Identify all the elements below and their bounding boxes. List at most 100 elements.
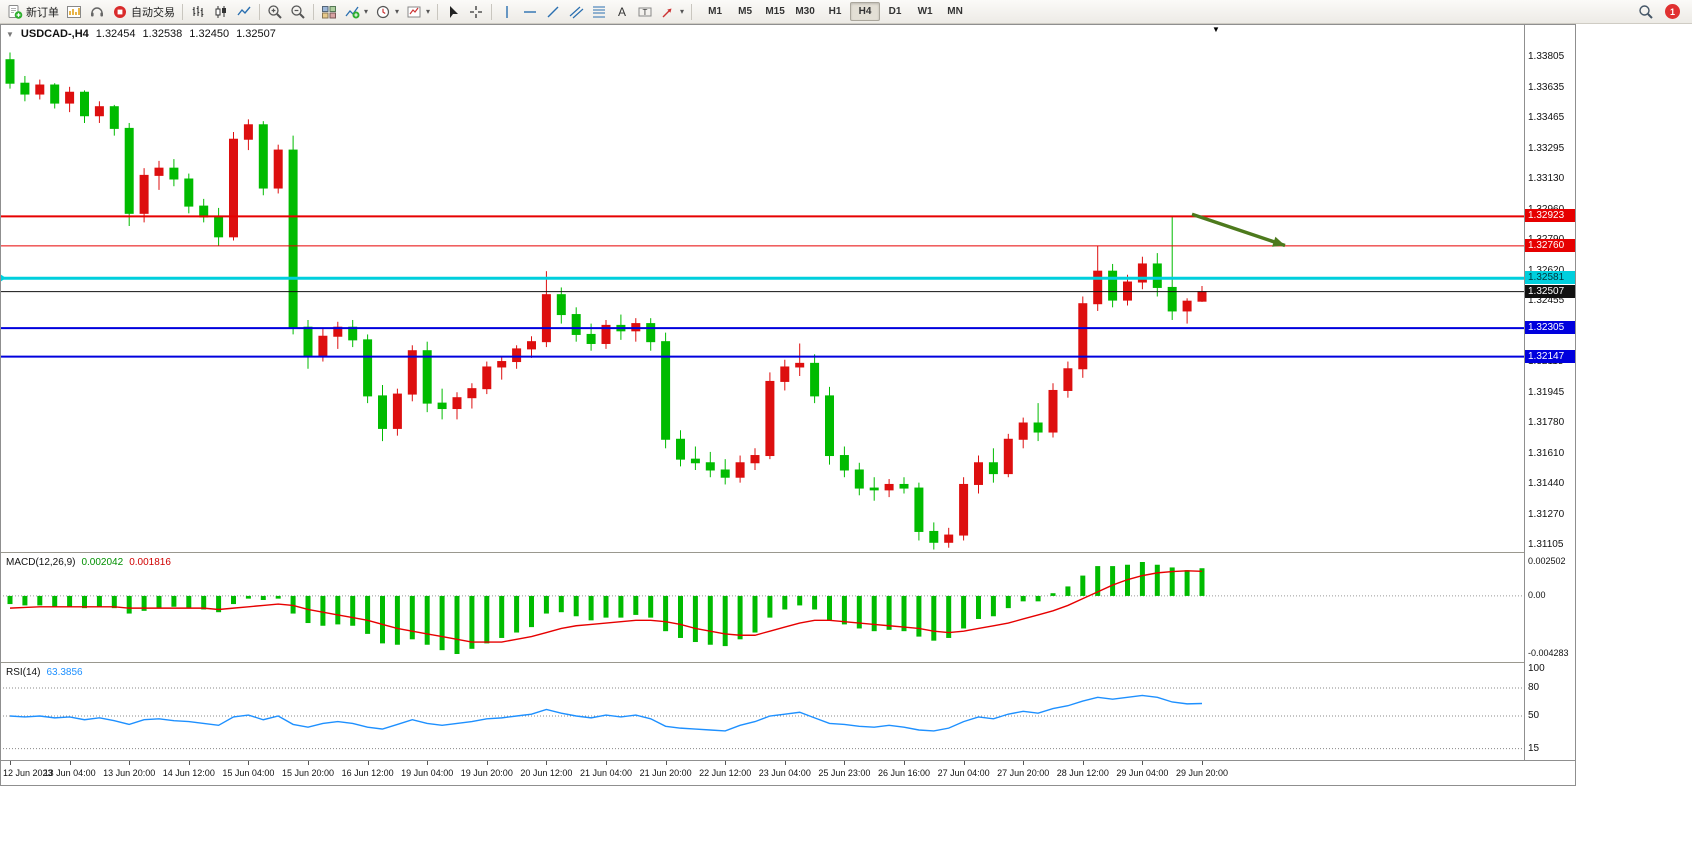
candle: [1137, 263, 1147, 283]
support-button[interactable]: [86, 2, 108, 22]
new-chart-button[interactable]: [63, 2, 85, 22]
macd-histogram-bar: [856, 595, 862, 629]
candle: [35, 84, 45, 95]
macd-histogram-bar: [52, 595, 58, 607]
macd-histogram-bar: [916, 595, 922, 637]
search-button[interactable]: [1635, 2, 1657, 22]
arrows-tool-button[interactable]: ▾: [657, 2, 687, 22]
candle: [5, 59, 15, 84]
candlestick-mode-button[interactable]: [210, 2, 232, 22]
time-label: 20 Jun 12:00: [520, 768, 573, 778]
crosshair-tool-button[interactable]: [465, 2, 487, 22]
time-tick: [10, 761, 11, 765]
toolbar-separator: [182, 3, 183, 20]
candle: [839, 455, 849, 471]
timeframe-button-w1[interactable]: W1: [917, 6, 933, 17]
price-scale[interactable]: 1.33805 1.33635 1.33465 1.33295 1.33130 1.329…: [1524, 24, 1576, 786]
price-tick: 1.33635: [1528, 81, 1565, 93]
time-label: 26 Jun 16:00: [877, 768, 931, 778]
macd-histogram-bar: [827, 595, 832, 621]
candle: [50, 84, 60, 104]
timeframe-button-h4[interactable]: H4: [850, 2, 881, 21]
channel-tool-button[interactable]: [565, 2, 587, 22]
candle: [1063, 368, 1073, 391]
macd-histogram-bar: [782, 595, 788, 610]
rsi-pane[interactable]: [0, 664, 1524, 760]
autotrading-button[interactable]: 自动交易: [109, 2, 178, 22]
fibonacci-tool-button[interactable]: [588, 2, 610, 22]
timeframe-button-m30[interactable]: M30: [795, 6, 815, 17]
text-label-tool-button[interactable]: T: [634, 2, 656, 22]
main-price-pane[interactable]: [0, 24, 1524, 552]
macd-histogram-bar: [1080, 575, 1086, 596]
time-label: 16 Jun 12:00: [341, 768, 394, 778]
price-tick: 1.31610: [1528, 447, 1565, 459]
candle: [869, 487, 879, 491]
macd-pane[interactable]: [0, 554, 1524, 662]
time-tick: [725, 761, 727, 765]
toolbar-separator: [491, 3, 493, 20]
macd-histogram-bar: [1169, 567, 1175, 596]
notification-badge[interactable]: 1: [1665, 4, 1680, 19]
candle: [1197, 291, 1207, 302]
svg-text:T: T: [643, 7, 648, 16]
macd-main-value: 0.002042: [81, 557, 124, 568]
macd-histogram-bar: [1199, 568, 1205, 596]
template-icon: [407, 6, 421, 17]
macd-histogram-bar: [82, 595, 87, 609]
candle: [690, 458, 700, 464]
trendline-icon: [547, 6, 559, 17]
time-tick: [69, 761, 71, 765]
text-tool-button[interactable]: A: [611, 2, 633, 22]
horizontal-line-tool-button[interactable]: [519, 2, 541, 22]
timeframe-button-d1[interactable]: D1: [888, 6, 902, 17]
macd-histogram-bar: [111, 595, 117, 609]
time-label: 27 Jun 20:00: [997, 768, 1050, 778]
line-chart-mode-button[interactable]: [233, 2, 255, 22]
trendline-tool-button[interactable]: [542, 2, 564, 22]
timeframe-button-m15[interactable]: M15: [765, 6, 785, 17]
pane-separator[interactable]: [0, 552, 1576, 553]
time-tick: [129, 761, 131, 765]
one-click-trading-toggle[interactable]: ▼: [6, 29, 14, 39]
tile-windows-button[interactable]: [318, 2, 340, 22]
new-order-icon: [8, 4, 23, 19]
time-label: 14 Jun 12:00: [162, 768, 215, 778]
price-tick: 1.33295: [1528, 143, 1565, 155]
macd-histogram-bar: [663, 595, 669, 632]
candle: [512, 348, 522, 363]
indicators-button[interactable]: ▾: [341, 2, 371, 22]
cursor-tool-button[interactable]: [442, 2, 464, 22]
arrow-annotation[interactable]: [1191, 212, 1286, 248]
time-tick: [1082, 761, 1084, 765]
periods-button[interactable]: ▾: [372, 2, 402, 22]
clock-icon: [376, 5, 390, 18]
timeframe-button-m1[interactable]: M1: [708, 6, 723, 17]
zoom-in-button[interactable]: [264, 2, 286, 22]
candle: [810, 362, 820, 397]
line-chart-icon: [237, 6, 251, 15]
macd-histogram-bar: [171, 595, 177, 607]
new-order-button[interactable]: 新订单: [4, 2, 62, 22]
time-label: 21 Jun 04:00: [579, 768, 633, 778]
toolbar-separator: [313, 3, 314, 20]
time-axis[interactable]: 12 Jun 2023 13 Jun 04:00 13 Jun 20:00 14 Ju…: [0, 760, 1576, 786]
chart-shift-marker[interactable]: ▼: [1212, 25, 1220, 34]
macd-histogram-bar: [514, 595, 520, 633]
vertical-line-tool-button[interactable]: [496, 2, 518, 22]
timeframe-button-h1[interactable]: H1: [828, 6, 842, 17]
time-tick: [1142, 761, 1144, 765]
timeframe-button-mn[interactable]: MN: [947, 6, 963, 17]
cursor-icon: [450, 5, 459, 18]
macd-histogram-bar: [558, 595, 564, 613]
indicators-icon: [345, 6, 360, 18]
bar-chart-mode-button[interactable]: [187, 2, 209, 22]
macd-histogram-bar: [692, 595, 698, 643]
timeframe-button-m5[interactable]: M5: [738, 6, 753, 17]
rsi-value: 63.3856: [46, 667, 83, 678]
time-tick: [1023, 761, 1025, 765]
pane-separator[interactable]: [0, 662, 1576, 663]
templates-button[interactable]: ▾: [403, 2, 433, 22]
zoom-out-button[interactable]: [287, 2, 309, 22]
candle: [1003, 438, 1013, 475]
